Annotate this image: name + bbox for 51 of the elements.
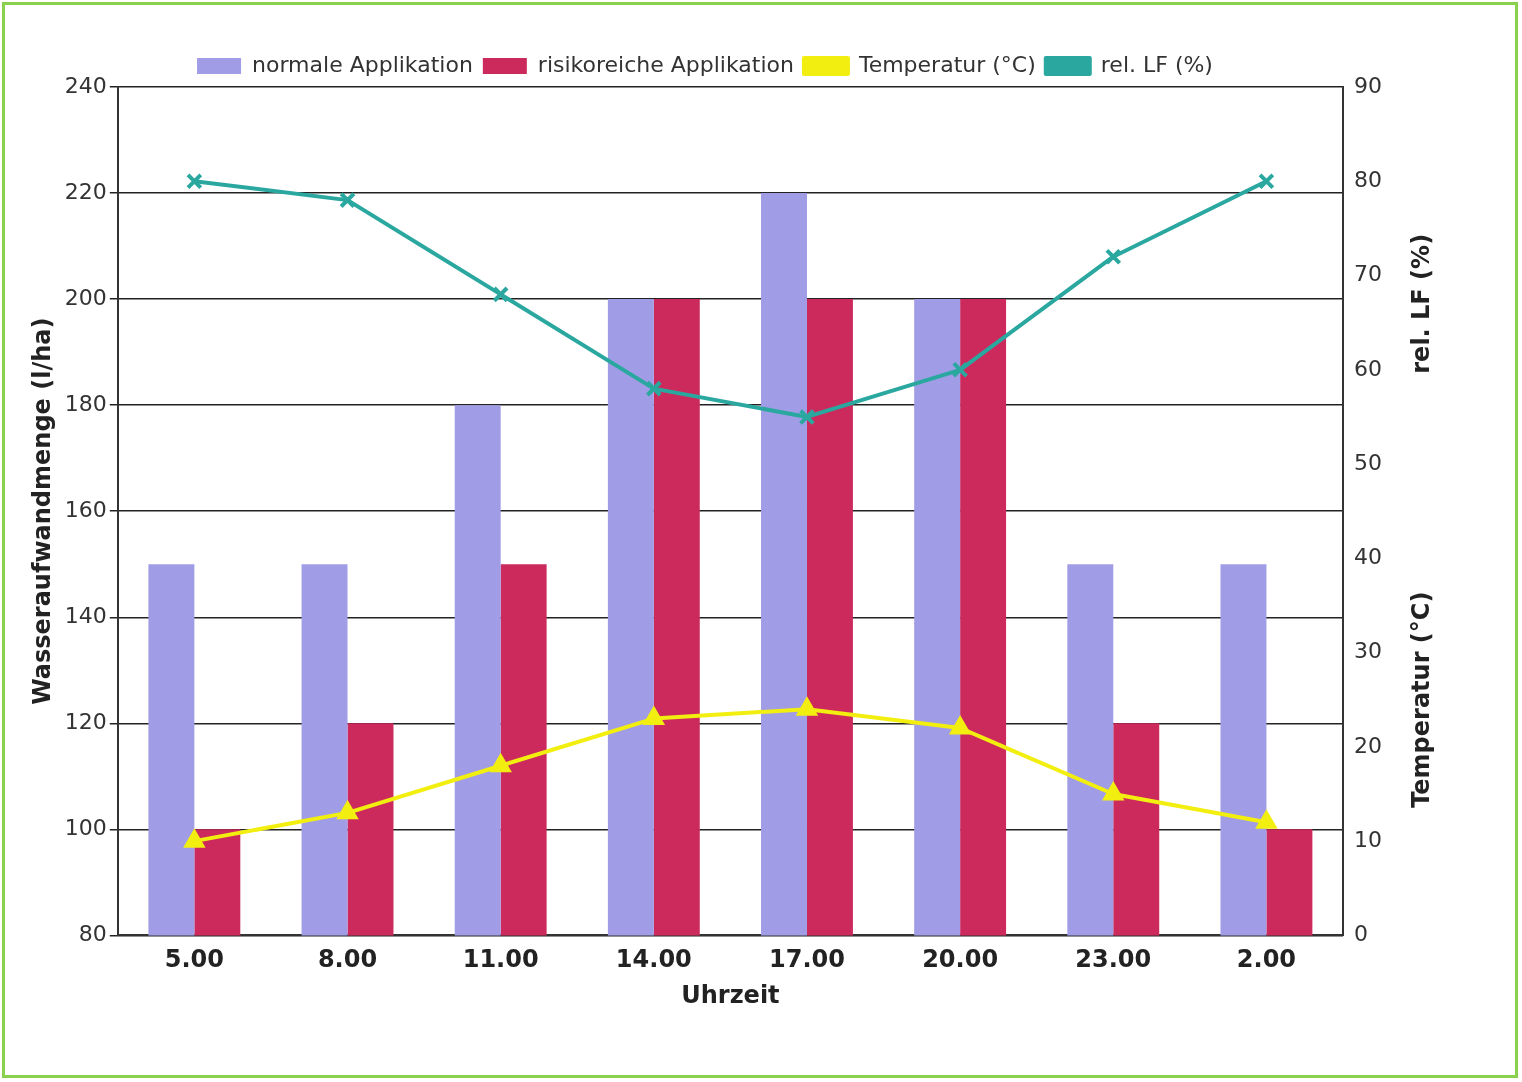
point: [1103, 783, 1124, 801]
y-tick-label: 80: [78, 921, 107, 947]
point: [184, 830, 205, 848]
point: [489, 752, 512, 773]
point: [950, 717, 970, 735]
point: [645, 380, 663, 398]
point: [642, 705, 665, 726]
y2-tick-label: 60: [1354, 355, 1383, 381]
y-tick-label: 120: [64, 709, 107, 735]
x-tick-label: 2.00: [1236, 945, 1297, 974]
x-tick-label: 11.00: [462, 945, 539, 974]
point: [339, 191, 356, 209]
point: [492, 286, 510, 303]
y2-tick-label: 40: [1354, 544, 1383, 570]
point: [336, 799, 359, 820]
legend-label: risikoreiche Applikation: [537, 51, 794, 77]
x-tick-label: 14.00: [615, 945, 692, 974]
y-tick-label: 240: [64, 72, 107, 98]
x-axis-title: Uhrzeit: [681, 980, 780, 1009]
legend-label: Temperatur (°C): [857, 51, 1036, 77]
point: [1256, 811, 1277, 829]
point: [186, 172, 203, 190]
legend-label: normale Applikation: [252, 51, 473, 77]
point: [1258, 172, 1275, 190]
y-tick-label: 220: [64, 178, 107, 204]
x-tick-label: 8.00: [317, 945, 378, 974]
y-tick-label: 160: [64, 496, 107, 522]
y2-tick-label: 20: [1354, 732, 1383, 758]
point: [951, 361, 969, 379]
y2-axis-title: rel. LF (%): [1407, 233, 1436, 374]
x-tick-label: 5.00: [164, 945, 224, 974]
y2-tick-label: 0: [1354, 921, 1369, 947]
y-tick-label: 140: [64, 602, 107, 628]
x-tick-label: 17.00: [769, 945, 845, 974]
y-tick-label: 180: [64, 390, 107, 416]
point: [798, 408, 816, 426]
legend-label: rel. LF (%): [1100, 51, 1213, 77]
x-tick-label: 20.00: [922, 945, 999, 974]
x-tick-label: 23.00: [1075, 945, 1152, 974]
y2-tick-label: 30: [1354, 638, 1383, 664]
y2-tick-label: 10: [1354, 826, 1383, 852]
point: [1104, 248, 1122, 266]
y-tick-label: 200: [64, 284, 107, 310]
text: Temperatur (°C): [1407, 591, 1436, 808]
y2-tick-label: 90: [1354, 72, 1383, 98]
y2-tick-label: 70: [1354, 261, 1383, 287]
y2-tick-label: 80: [1354, 166, 1383, 192]
y-axis-title: Wasseraufwandmenge (l/ha): [27, 317, 56, 705]
y-tick-label: 100: [64, 815, 107, 841]
y2-tick-label: 50: [1354, 449, 1383, 475]
point: [797, 698, 817, 716]
